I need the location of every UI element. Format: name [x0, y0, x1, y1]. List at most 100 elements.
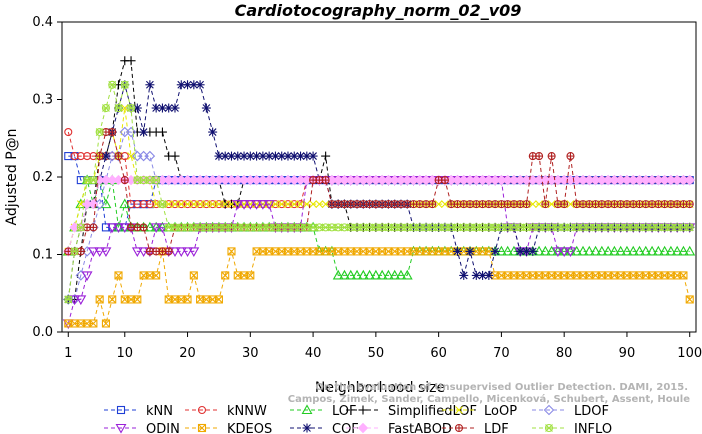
y-tick-label: 0.4	[32, 15, 53, 30]
point-lof-89	[621, 245, 633, 256]
point-loop-10	[127, 152, 135, 160]
axis-layer: 1 10 20 30 40 50 60 70 80 90 100 0.0 0.1 0.2 0.3 0.4	[32, 15, 702, 361]
legend: kNN kNNW LOF SimplifiedLOF LoOP LDOF ODIN KDEOS…	[104, 404, 612, 434]
point-kdeos-26	[227, 247, 236, 256]
point-lof-13	[144, 221, 156, 232]
legend-item-inflo: INFLO	[532, 422, 612, 434]
point-cof-22	[201, 103, 211, 113]
point-lof-82	[577, 245, 589, 256]
point-lof-52	[389, 269, 401, 280]
point-ldf-41	[321, 176, 330, 185]
point-cof-63	[459, 270, 469, 280]
x-tick-label: 80	[556, 346, 573, 361]
x-axis-label: Neighborhood size	[315, 380, 445, 396]
point-kdeos-29	[246, 271, 255, 280]
point-lof-49	[370, 269, 382, 280]
point-odin-78	[552, 247, 564, 258]
point-odin-8	[113, 223, 124, 233]
series-line-ldf	[68, 131, 690, 252]
point-cof-36	[289, 151, 299, 161]
point-lof-53	[395, 269, 407, 280]
credit-line-1: On the Evaluation of Unsupervised Outlie…	[315, 382, 688, 393]
point-fastabod-99	[684, 174, 695, 186]
point-ldf-99	[685, 200, 694, 209]
point-simplifiedlof-10	[126, 56, 136, 66]
point-ldf-16	[164, 247, 173, 256]
point-lof-94	[652, 245, 664, 256]
point-inflo-62	[453, 223, 462, 232]
point-inflo-53	[396, 223, 406, 232]
point-loop-35	[284, 200, 292, 209]
series-line-fastabod	[67, 179, 690, 252]
point-cof-12	[139, 127, 149, 137]
point-kdeos-98	[679, 271, 688, 280]
point-lof-88	[615, 245, 627, 256]
point-odin-18	[175, 247, 187, 258]
x-tick-label: 30	[242, 346, 259, 361]
point-loop-22	[202, 200, 211, 209]
point-lof-95	[659, 245, 671, 256]
point-simplifiedlof-15	[157, 127, 167, 137]
point-odin-12	[138, 247, 150, 258]
point-odin-80	[565, 247, 576, 258]
point-ldf-75	[535, 152, 544, 161]
point-loop-25	[221, 200, 230, 209]
point-kdeos-24	[214, 295, 223, 304]
point-odin-3	[81, 271, 93, 282]
point-ldf-8	[114, 152, 123, 161]
point-ldf-9	[120, 176, 129, 185]
legend-label-odin: ODIN	[146, 422, 180, 434]
point-odin-2	[75, 295, 87, 306]
point-cof-17	[170, 103, 180, 113]
point-lof-96	[665, 245, 677, 256]
legend-label-inflo: INFLO	[574, 422, 612, 434]
point-odin-27	[232, 200, 244, 210]
point-loop-21	[196, 200, 204, 209]
series-fastabod	[63, 174, 695, 257]
point-loop-39	[309, 200, 317, 209]
legend-marker-odin	[115, 423, 127, 434]
point-lof-9	[119, 198, 131, 209]
point-loop-74	[528, 200, 537, 209]
x-tick-label: 70	[493, 346, 510, 361]
point-ldf-77	[547, 152, 556, 161]
point-knnw-2	[76, 152, 85, 161]
point-lof-99	[684, 245, 696, 256]
point-cof-26	[226, 151, 236, 161]
point-inflo-10	[126, 103, 136, 113]
point-kdeos-6	[101, 319, 110, 328]
legend-marker-lof	[301, 404, 313, 415]
point-lof-93	[646, 245, 658, 256]
point-cof-35	[283, 151, 293, 161]
point-knnw-17	[170, 200, 180, 209]
point-inflo-61	[447, 223, 456, 232]
x-tick-label: 100	[677, 346, 702, 361]
point-odin-14	[150, 223, 162, 233]
point-odin-28	[238, 200, 250, 210]
point-odin-6	[100, 247, 112, 258]
point-inflo-8	[114, 103, 123, 113]
y-tick-label: 0.3	[32, 93, 53, 108]
point-kdeos-5	[95, 295, 104, 304]
point-odin-5	[94, 247, 106, 258]
point-ldof-13	[144, 150, 156, 162]
x-tick-label: 60	[430, 346, 447, 361]
point-inflo-0	[64, 295, 73, 304]
legend-label-ldf: LDF	[484, 422, 509, 434]
point-loop-41	[321, 200, 330, 209]
point-loop-19	[183, 200, 192, 209]
series-layer	[62, 56, 696, 330]
y-axis-label: Adjusted P@n	[4, 128, 20, 225]
x-tick-label: 40	[305, 346, 322, 361]
point-knnw-11	[133, 200, 142, 209]
point-knnw-18	[177, 200, 186, 209]
point-cof-67	[484, 270, 494, 280]
point-cof-39	[308, 151, 318, 161]
point-inflo-99	[685, 223, 694, 232]
legend-label-loop: LoOP	[484, 404, 517, 419]
legend-item-fastabod: FastABOD	[346, 422, 452, 434]
point-loop-77	[547, 200, 556, 209]
point-odin-31	[257, 200, 269, 210]
point-inflo-14	[152, 176, 161, 185]
